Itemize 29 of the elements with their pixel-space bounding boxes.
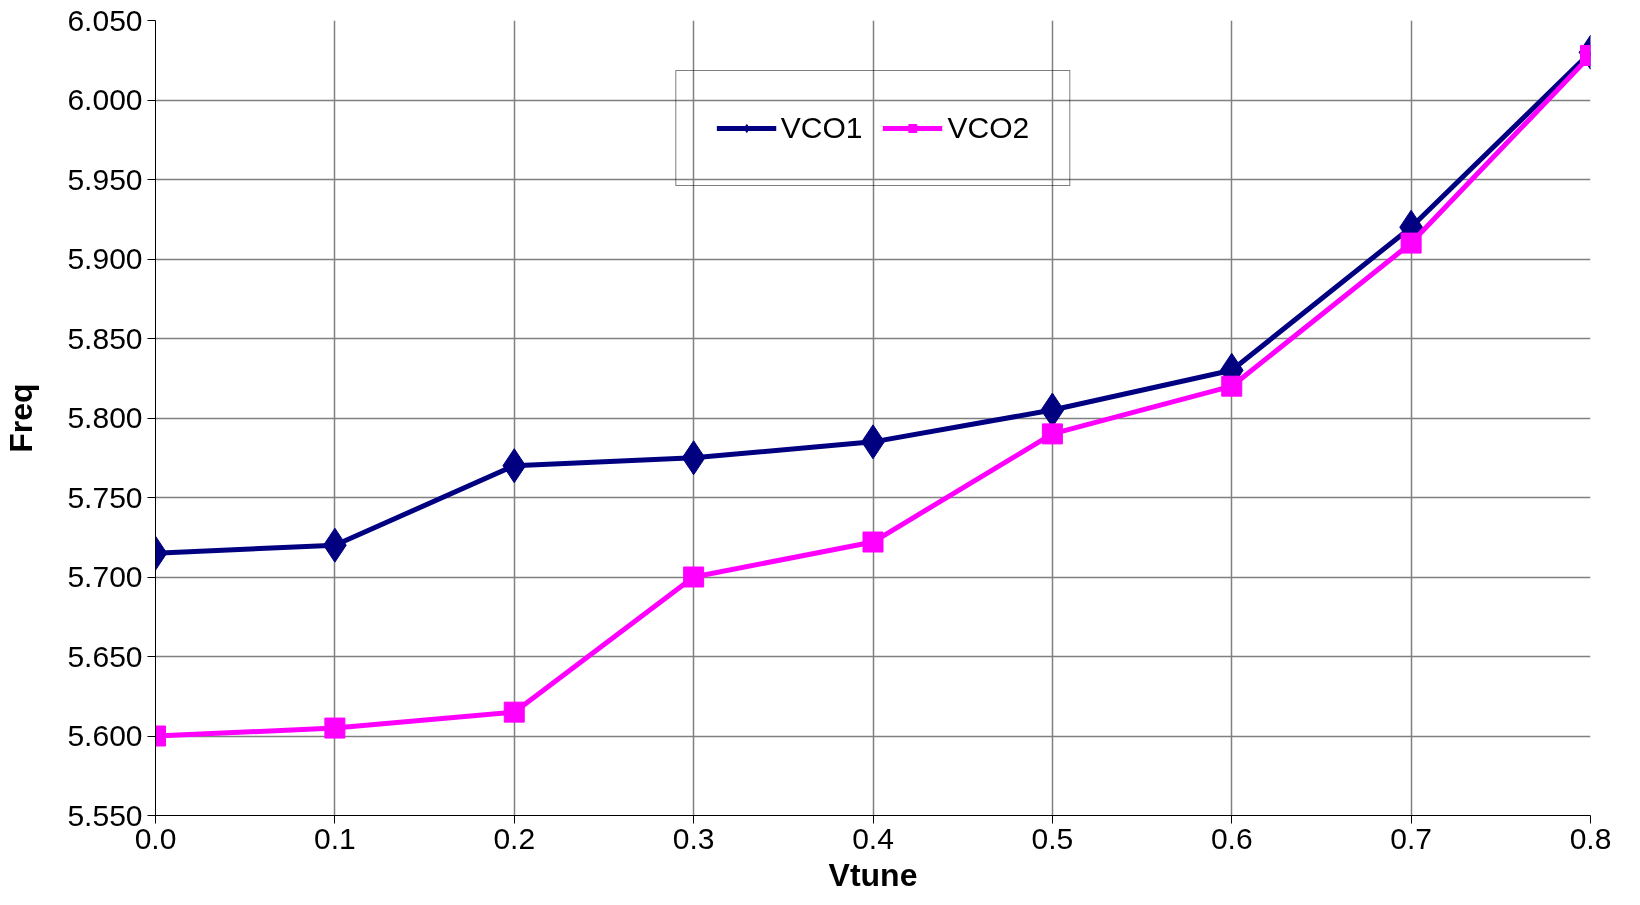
- point: [1041, 423, 1063, 445]
- y-tick-label: 5.750: [67, 480, 143, 514]
- legend-label: VCO2: [947, 111, 1030, 145]
- x-tick-label: 0.8: [1569, 821, 1612, 855]
- y-tick-label: 5.600: [67, 719, 143, 752]
- point: [1400, 232, 1422, 254]
- y-tick-label: 5.850: [67, 321, 143, 355]
- point: [683, 566, 705, 588]
- y-tick-label: 6.050: [67, 3, 143, 37]
- point: [1221, 375, 1243, 397]
- x-tick-label: 0.1: [314, 821, 356, 855]
- x-tick-label: 0.6: [1210, 821, 1253, 855]
- x-tick-label: 0.2: [493, 821, 536, 855]
- x-tick-label: 0.4: [852, 821, 894, 855]
- legend-label: VCO1: [780, 111, 863, 145]
- x-tick-label: 0.3: [672, 821, 715, 855]
- x-tick-label: 0.7: [1390, 821, 1432, 855]
- y-tick-label: 5.650: [67, 639, 143, 673]
- y-tick-label: 5.950: [67, 162, 143, 196]
- point: [862, 531, 884, 553]
- y-tick-label: 5.800: [67, 401, 143, 434]
- y-tick-label: 6.000: [67, 83, 143, 116]
- y-tick-label: 5.700: [67, 560, 143, 593]
- x-axis-title: Vtune: [828, 856, 918, 893]
- y-tick-label: 5.900: [67, 242, 143, 275]
- x-tick-label: 0.5: [1031, 821, 1074, 855]
- point: [324, 717, 346, 739]
- point: [503, 701, 525, 723]
- y-axis-title: Freq: [3, 383, 40, 453]
